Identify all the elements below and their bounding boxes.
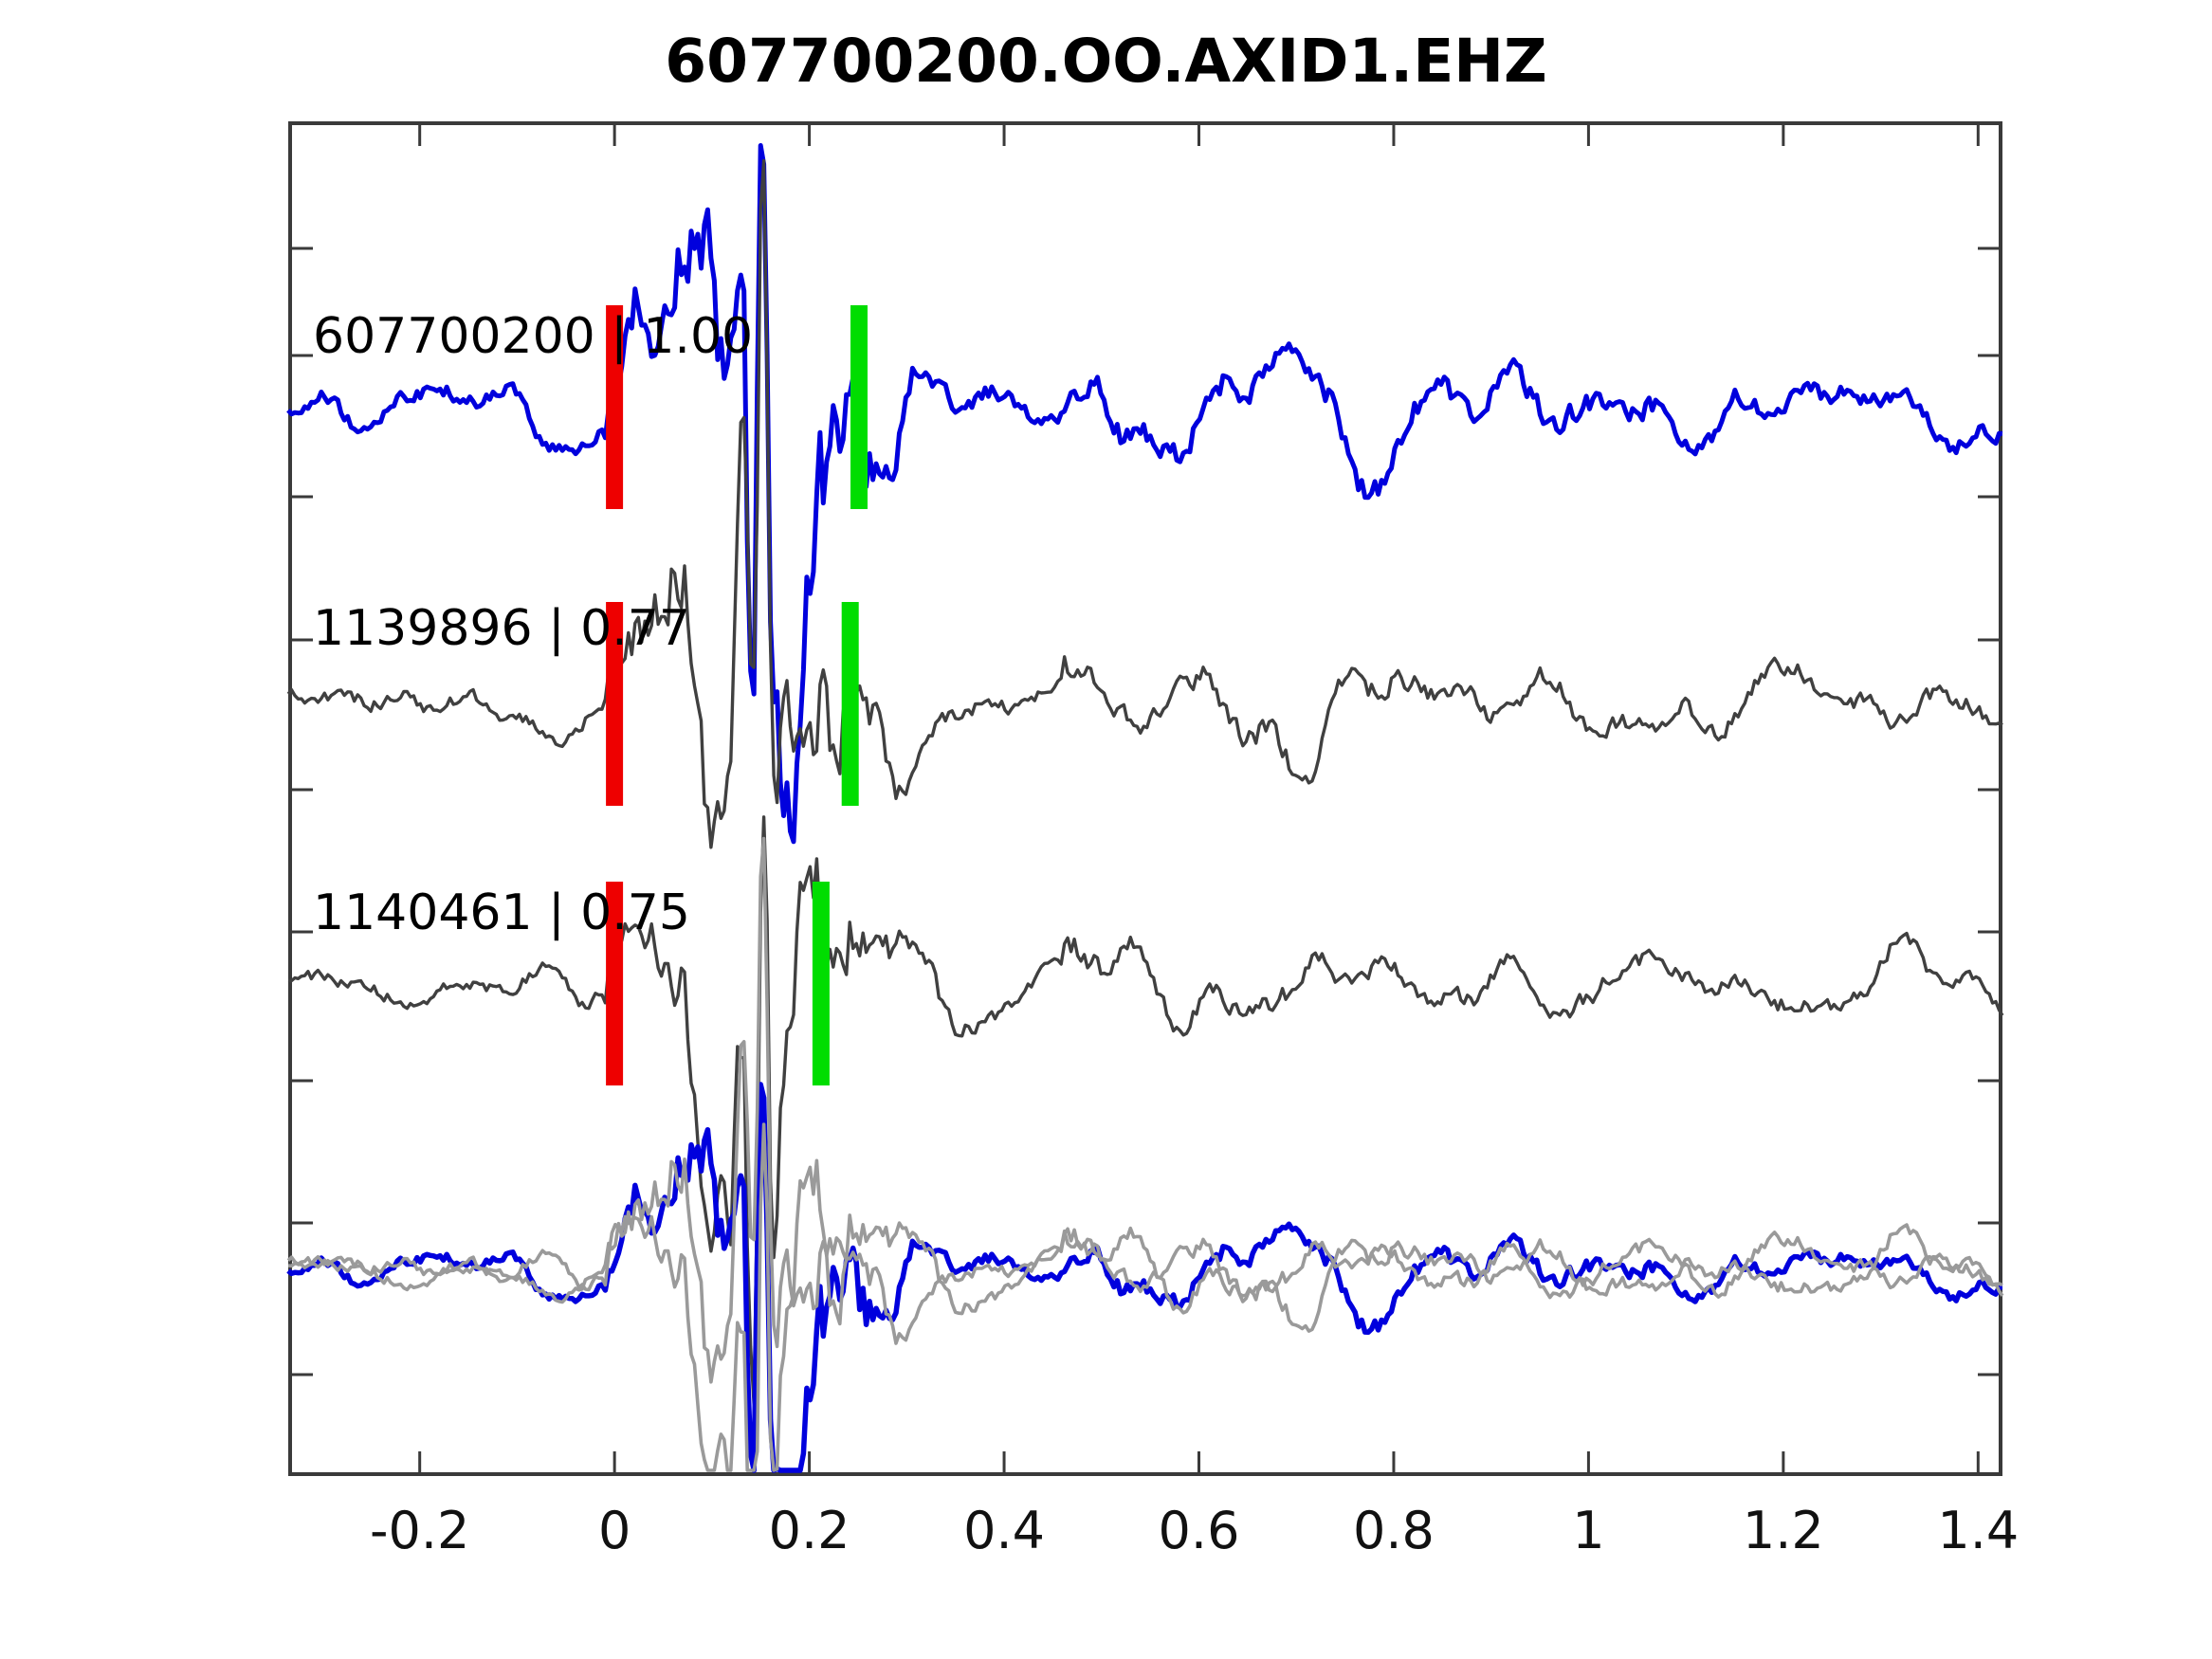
x-tick-label: 0.8: [1353, 1501, 1435, 1560]
trace-label-1140461: 1140461 | 0.75: [313, 884, 690, 941]
page-title: 607700200.OO.AXID1.EHZ: [665, 27, 1547, 96]
x-tick-label: 1: [1572, 1501, 1605, 1560]
x-tick-label: 0.2: [768, 1501, 850, 1560]
trace-label-1139896: 1139896 | 0.77: [313, 600, 690, 657]
x-tick-label: 1.2: [1742, 1501, 1824, 1560]
x-tick-label: 1.4: [1937, 1501, 2020, 1560]
x-tick-label: -0.2: [369, 1501, 470, 1560]
x-tick-label: 0.4: [963, 1501, 1045, 1560]
trace-label-607700200: 607700200 | 1.00: [313, 308, 754, 365]
x-tick-label: 0: [597, 1501, 631, 1560]
x-tick-label: 0.6: [1158, 1501, 1240, 1560]
